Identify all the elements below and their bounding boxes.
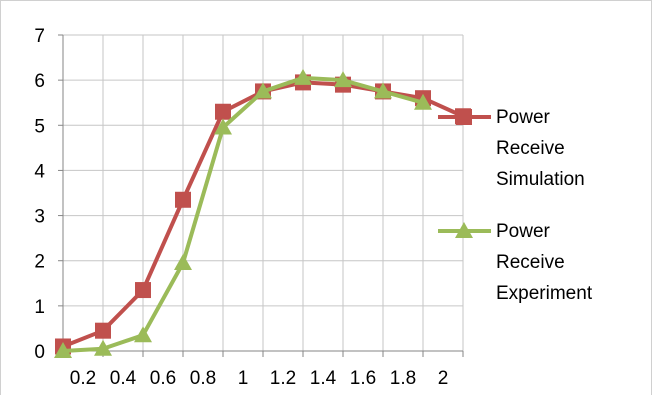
legend-entry-square: Power Receive Simulation (438, 107, 585, 190)
data-point (95, 322, 111, 339)
y-tick-label: 2 (34, 252, 45, 273)
data-point (135, 282, 151, 299)
y-tick-label: 5 (34, 116, 45, 137)
y-tick-label: 6 (34, 71, 45, 92)
axes (58, 34, 464, 357)
data-point (374, 82, 392, 99)
data-point (254, 82, 272, 99)
x-tick-label: 1.8 (390, 368, 416, 389)
x-tick-label: 1.6 (350, 368, 376, 389)
legend-entry-triangle: Power Receive Experiment (438, 221, 593, 304)
data-point (334, 71, 352, 88)
legend-label: Receive (496, 138, 565, 159)
legend-label: Simulation (496, 169, 585, 190)
x-tick-label: 0.4 (110, 368, 137, 389)
gridlines (63, 34, 464, 351)
x-tick-label: 0.8 (190, 368, 216, 389)
legend-marker (455, 222, 473, 238)
x-tick-label: 1 (238, 368, 249, 389)
x-tick-label: 1.2 (270, 368, 296, 389)
data-point (94, 339, 112, 356)
data-point (174, 253, 192, 270)
data-point (214, 118, 232, 135)
series-triangle (54, 68, 432, 358)
series-line (62, 75, 424, 353)
y-tick-label: 1 (34, 297, 45, 318)
y-tick-label: 4 (34, 161, 45, 182)
x-tick-label: 0.6 (150, 368, 176, 389)
y-tick-label: 0 (34, 342, 45, 363)
data-point (175, 191, 191, 208)
data-point (414, 93, 432, 110)
data-point (215, 103, 231, 120)
data-point (134, 326, 152, 343)
legend-marker (456, 109, 472, 125)
legend-label: Power (496, 107, 551, 128)
legend-label: Power (496, 221, 551, 242)
data-point (294, 68, 312, 85)
legend-label: Experiment (496, 283, 593, 304)
legend: Power Receive Simulation Power Receive Experi… (438, 107, 593, 304)
y-tick-label: 7 (34, 26, 45, 47)
y-tick-labels: 0 1 2 3 4 5 6 7 (34, 26, 45, 363)
x-tick-label: 1.4 (310, 368, 337, 389)
y-tick-label: 3 (34, 207, 45, 228)
series-lines (54, 68, 471, 358)
data-point (54, 342, 72, 358)
x-tick-label: 0.2 (70, 368, 96, 389)
legend-label: Receive (496, 252, 565, 273)
x-tick-labels: 0.2 0.4 0.6 0.8 1 1.2 1.4 1.6 1.8 2 (70, 368, 449, 389)
x-tick-label: 2 (438, 368, 449, 389)
